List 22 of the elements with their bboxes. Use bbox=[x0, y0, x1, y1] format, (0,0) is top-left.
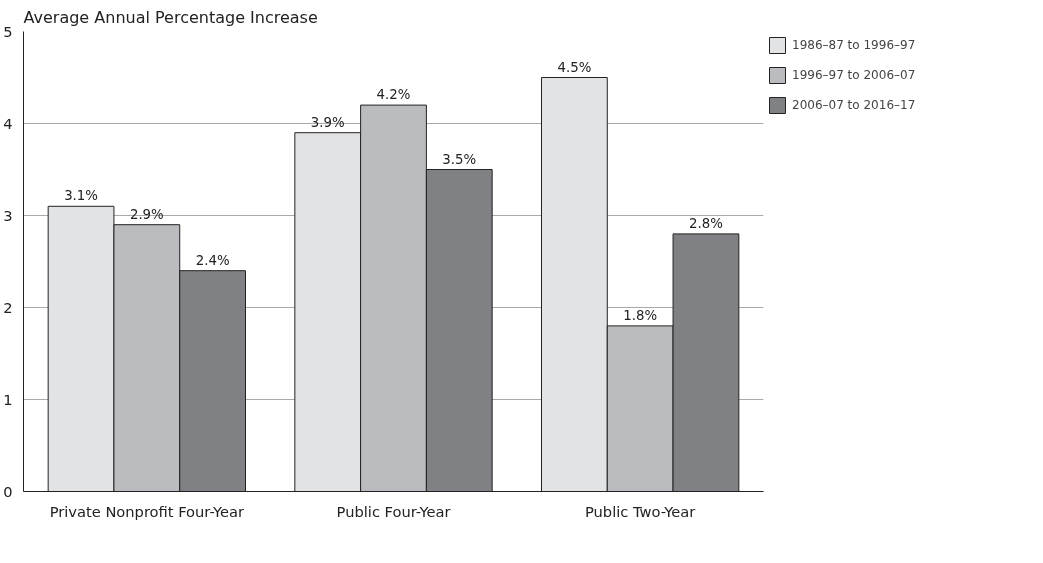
legend-label: 2006–07 to 2016–17 bbox=[792, 98, 916, 112]
legend-label: 1986–87 to 1996–97 bbox=[792, 38, 916, 52]
data-label: 2.8% bbox=[689, 215, 723, 231]
data-label: 2.4% bbox=[195, 252, 230, 268]
y-tick-label: 4 bbox=[3, 114, 13, 132]
y-axis-title: Average Annual Percentage Increase bbox=[23, 7, 318, 27]
y-tick-label: 1 bbox=[3, 390, 13, 408]
data-label: 3.1% bbox=[64, 188, 98, 204]
y-tick-label: 3 bbox=[3, 206, 13, 224]
data-label: 1.8% bbox=[623, 307, 658, 323]
x-tick-label: Public Two-Year bbox=[584, 502, 697, 520]
data-label: 3.5% bbox=[442, 151, 477, 167]
legend-label: 1996–97 to 2006–07 bbox=[792, 68, 916, 82]
data-label: 3.9% bbox=[310, 114, 345, 130]
x-tick-label: Public Four-Year bbox=[336, 502, 452, 520]
data-label: 4.2% bbox=[376, 87, 411, 103]
x-tick-label: Private Nonprofit Four-Year bbox=[49, 502, 246, 520]
data-label: 4.5% bbox=[557, 59, 592, 75]
y-tick-label: 2 bbox=[3, 298, 13, 316]
y-tick-label: 0 bbox=[3, 482, 13, 500]
data-label: 2.9% bbox=[129, 206, 164, 222]
y-tick-label: 5 bbox=[3, 22, 13, 40]
